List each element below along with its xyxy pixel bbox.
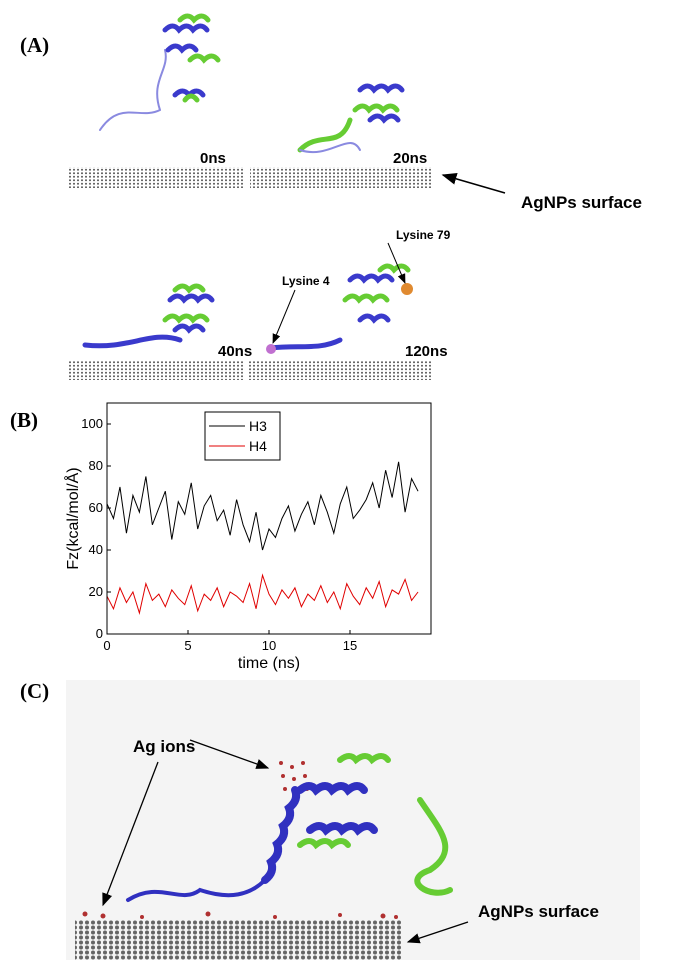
panel-label: (A) <box>20 33 49 57</box>
protein <box>126 753 453 902</box>
surface-label: AgNPs surface <box>521 193 642 212</box>
x-tick-label: 10 <box>262 638 276 653</box>
arrow <box>102 761 159 907</box>
ag-surface <box>75 920 401 960</box>
render-background <box>66 680 640 960</box>
legend-box <box>204 411 281 461</box>
panel-label: (C) <box>20 679 49 703</box>
y-tick-label: 20 <box>89 584 103 599</box>
legend-label: H3 <box>249 418 267 434</box>
x-tick-label: 0 <box>103 638 110 653</box>
y-tick-label: 60 <box>89 500 103 515</box>
ag-surface <box>67 360 244 380</box>
residue-label: Lysine 79 <box>396 228 451 242</box>
time-label: 40ns <box>218 343 252 360</box>
ag-surface <box>249 360 431 380</box>
x-tick-label: 15 <box>343 638 357 653</box>
arrow <box>387 242 406 284</box>
y-tick-label: 80 <box>89 458 103 473</box>
y-tick-label: 100 <box>81 416 103 431</box>
y-tick-label: 40 <box>89 542 103 557</box>
time-label: 0ns <box>200 150 226 167</box>
arrow <box>189 739 270 769</box>
ag-surface <box>250 167 432 188</box>
x-tick-label: 5 <box>184 638 191 653</box>
ion-label: Ag ions <box>133 737 195 756</box>
ag-surface <box>67 167 245 188</box>
ag-ions <box>82 761 398 919</box>
arrow <box>441 173 506 194</box>
chart: 0 20 40 60 80 100 0 5 10 15 time (ns) Fz(kcal/mol/Å… <box>63 402 432 672</box>
legend-label: H4 <box>249 438 267 454</box>
data-line <box>106 573 419 615</box>
x-axis-label: time (ns) <box>238 655 300 672</box>
arrow <box>406 921 469 944</box>
y-axis-label: Fz(kcal/mol/Å) <box>63 467 82 569</box>
y-tick-label: 0 <box>96 626 103 641</box>
protein <box>82 13 413 354</box>
arrow <box>272 289 296 344</box>
surface-label: AgNPs surface <box>478 902 599 921</box>
time-label: 120ns <box>405 343 448 360</box>
time-label: 20ns <box>393 150 427 167</box>
residue-label: Lysine 4 <box>282 274 330 288</box>
panel-label: (B) <box>10 408 38 432</box>
data-line <box>106 461 419 551</box>
